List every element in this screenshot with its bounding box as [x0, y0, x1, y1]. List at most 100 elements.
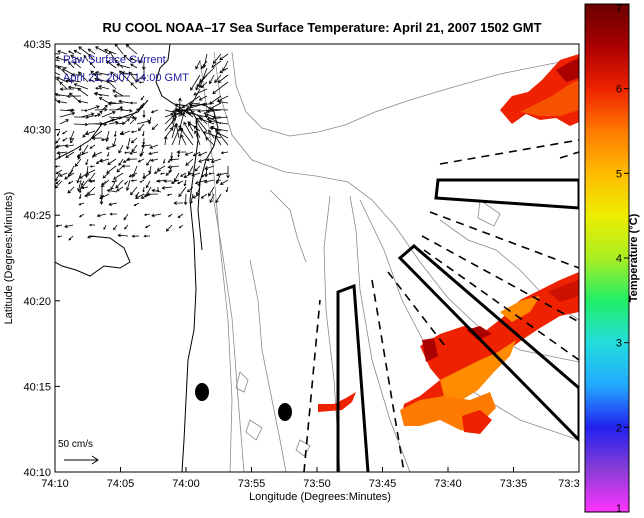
- current-vector: [69, 130, 75, 141]
- current-vector: [208, 186, 215, 197]
- current-vector: [163, 179, 173, 183]
- current-vector: [129, 186, 138, 196]
- y-tick-label: 40:35: [23, 39, 51, 51]
- current-vector: [142, 186, 145, 193]
- current-vector: [94, 77, 110, 83]
- current-vector: [101, 118, 115, 125]
- current-vector: [131, 144, 138, 153]
- y-tick-label: 40:20: [23, 296, 51, 308]
- current-vector: [88, 53, 96, 62]
- current-vector: [142, 68, 146, 81]
- current-vector: [220, 151, 229, 155]
- current-vector: [89, 180, 96, 183]
- current-vector: [55, 66, 61, 69]
- current-vector: [124, 224, 129, 230]
- current-vector: [87, 48, 96, 55]
- current-vector: [62, 137, 68, 142]
- current-vector: [151, 188, 162, 193]
- current-vector: [68, 61, 75, 69]
- current-vector: [145, 180, 151, 189]
- current-vector: [89, 62, 96, 69]
- current-vector: [99, 193, 110, 200]
- current-vector: [194, 179, 208, 185]
- current-vector: [199, 117, 215, 125]
- current-vector: [200, 193, 208, 199]
- current-vector: [204, 165, 215, 170]
- current-vector: [208, 172, 215, 175]
- current-vector: [62, 68, 75, 76]
- current-vector: [135, 193, 145, 199]
- current-vector: [137, 158, 145, 163]
- current-vector: [77, 71, 89, 83]
- current-vector: [116, 165, 124, 173]
- current-vector: [108, 115, 123, 120]
- current-vector: [122, 108, 133, 113]
- current-vector: [148, 165, 152, 174]
- x-tick-label: 73:45: [369, 478, 397, 490]
- station-marker: [195, 383, 209, 401]
- current-vector: [153, 169, 162, 174]
- current-vector: [211, 60, 222, 68]
- current-vector: [103, 224, 107, 230]
- colorbar-tick-label: 6: [616, 84, 622, 96]
- current-vector: [146, 158, 152, 166]
- scale-label: 50 cm/s: [58, 439, 93, 450]
- current-vector: [171, 114, 177, 132]
- current-vector: [173, 201, 184, 205]
- current-vector: [138, 81, 145, 84]
- current-vector: [91, 136, 103, 141]
- current-vector: [94, 107, 108, 112]
- current-vector: [183, 121, 194, 139]
- current-vector: [180, 134, 187, 146]
- current-vector: [198, 95, 208, 101]
- current-vector: [123, 213, 129, 221]
- current-vector: [195, 120, 208, 139]
- sst-patches: [318, 54, 579, 434]
- current-vector: [105, 130, 110, 143]
- current-vector: [64, 172, 75, 180]
- current-vector: [111, 180, 118, 183]
- current-vector: [217, 100, 229, 104]
- current-vector: [87, 235, 96, 239]
- current-vector: [129, 108, 140, 118]
- chart-title: RU COOL NOAA–17 Sea Surface Temperature:…: [102, 20, 541, 35]
- current-vector: [76, 151, 89, 158]
- current-vector: [77, 99, 89, 104]
- current-vector: [145, 224, 151, 228]
- current-vector: [166, 193, 173, 196]
- current-vector: [187, 165, 194, 175]
- current-vector: [183, 193, 188, 206]
- current-vector: [55, 63, 68, 69]
- current-vector: [99, 158, 110, 163]
- colorbar-scale: [584, 3, 630, 513]
- current-vector: [55, 224, 63, 228]
- colorbar-ticks: 7 6 5 4 3 2 1: [616, 3, 629, 515]
- current-vector: [133, 202, 140, 206]
- current-vector: [101, 104, 108, 111]
- y-tick-label: 40:15: [23, 381, 51, 393]
- annotation-line: April 21, 2007 14:00 GMT: [63, 72, 189, 84]
- colorbar-tick-label: 5: [616, 168, 622, 180]
- current-vector: [162, 158, 166, 164]
- current-vector: [73, 61, 82, 69]
- current-vector: [203, 179, 215, 184]
- current-vector: [151, 213, 162, 218]
- current-vector: [179, 127, 194, 146]
- current-vector: [84, 165, 89, 178]
- x-tick-label: 74:00: [172, 478, 200, 490]
- current-vector: [108, 202, 118, 206]
- dashed-radials: [303, 139, 579, 472]
- current-vector: [101, 180, 107, 186]
- current-vector: [194, 165, 201, 172]
- x-tick-label: 74:05: [107, 478, 135, 490]
- colorbar-tick-label: 7: [616, 3, 622, 15]
- current-vector: [102, 172, 110, 179]
- current-vector: [208, 119, 229, 125]
- x-tick-label: 73:35: [500, 478, 528, 490]
- current-vector: [216, 172, 229, 177]
- current-vector: [78, 46, 89, 55]
- current-vector: [122, 118, 131, 125]
- current-vector: [200, 60, 208, 70]
- x-axis-ticks: 74:10 74:05 74:00 73:55 73:50 73:45 73:40 73:35…: [41, 467, 580, 490]
